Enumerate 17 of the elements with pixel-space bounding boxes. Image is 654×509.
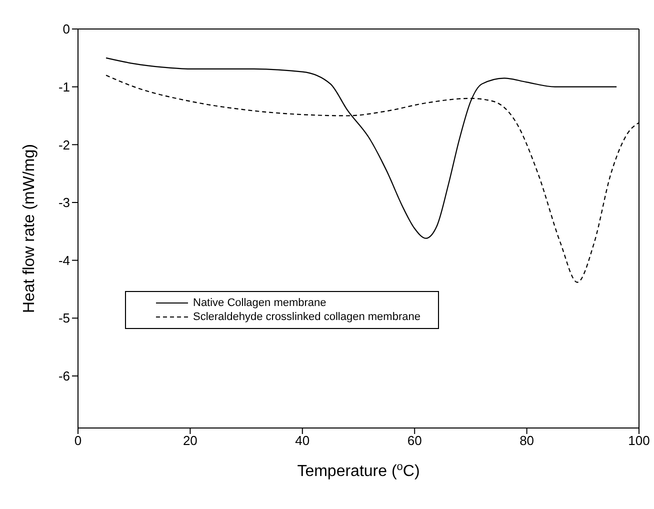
y-tick-label: -5 [58, 310, 70, 326]
y-tick-label: -3 [58, 195, 70, 210]
y-tick-label: 0 [62, 22, 70, 37]
y-tick-label: -1 [58, 79, 70, 94]
y-tick-label: -6 [58, 368, 70, 384]
legend-label: Scleraldehyde crosslinked collagen membrane [193, 310, 420, 324]
x-tick-label: 100 [628, 433, 650, 448]
y-tick-label: -2 [58, 137, 70, 152]
x-tick-label: 0 [74, 433, 82, 448]
x-tick-label: 20 [182, 433, 198, 448]
x-tick-label: 80 [520, 433, 534, 448]
x-tick-label: 60 [407, 433, 422, 448]
legend-label: Native Collagen membrane [193, 296, 326, 310]
y-axis-title: Heat flow rate (mW/mg) [21, 144, 38, 313]
y-tick-label: -4 [58, 252, 70, 268]
x-tick-label: 40 [295, 433, 310, 448]
x-axis-title: Temperature ($^{o}$C) [297, 461, 420, 480]
